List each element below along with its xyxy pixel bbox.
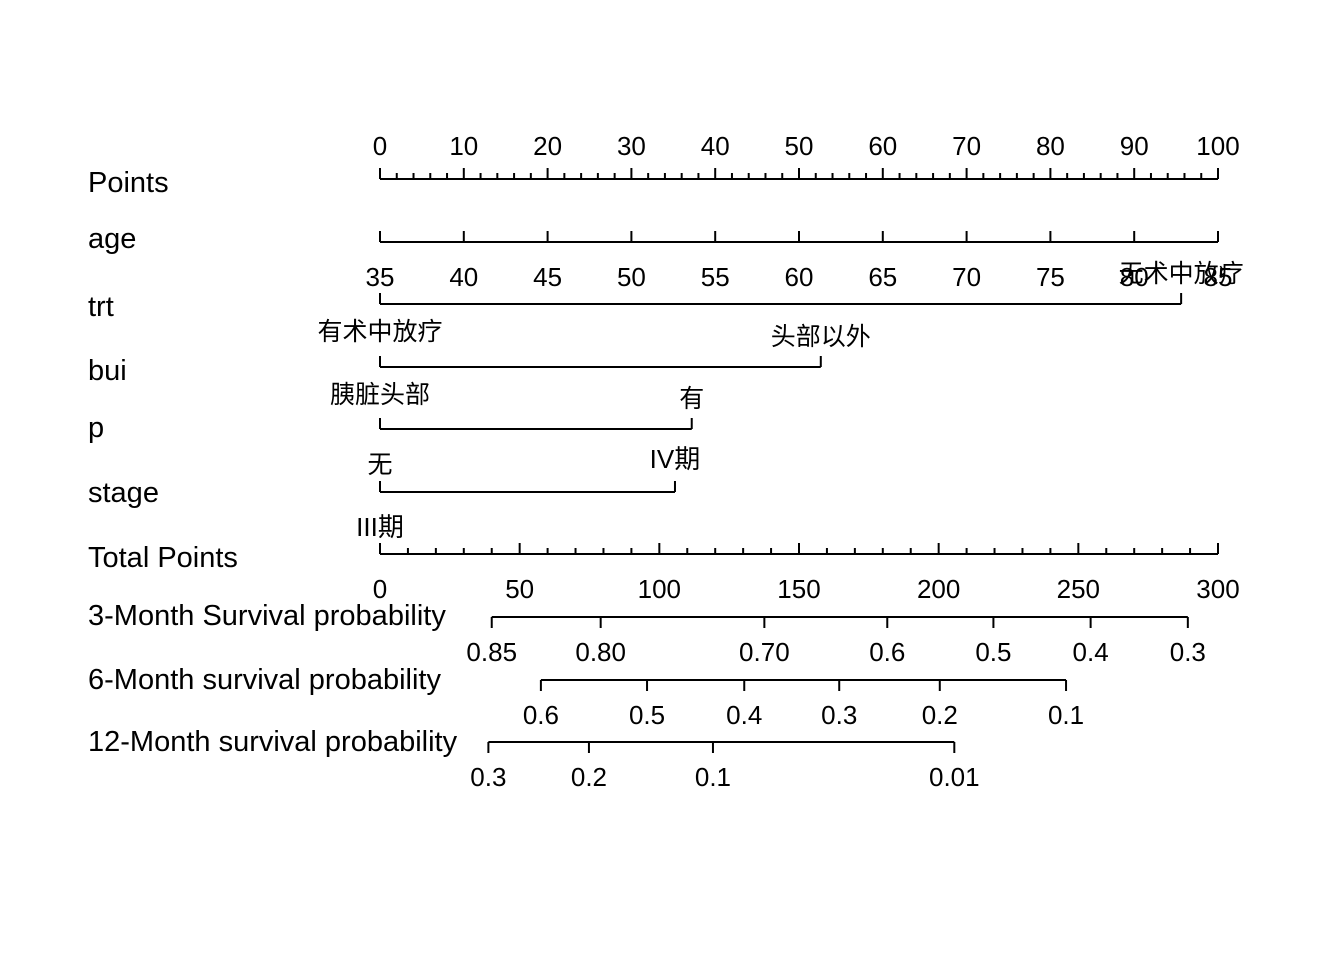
tick-label-6-month-survival-probability-5: 0.1 — [1048, 700, 1084, 730]
tick-label-3-month-survival-probability-1: 0.80 — [575, 637, 626, 667]
tick-label-3-month-survival-probability-2: 0.70 — [739, 637, 790, 667]
tick-label-age: 50 — [617, 262, 646, 292]
tick-label-12-month-survival-probability-1: 0.2 — [571, 762, 607, 792]
tick-label-age: 40 — [449, 262, 478, 292]
tick-label-12-month-survival-probability-0: 0.3 — [470, 762, 506, 792]
tick-label-points: 50 — [785, 131, 814, 161]
tick-label-age: 75 — [1036, 262, 1065, 292]
tick-label-points: 100 — [1196, 131, 1239, 161]
tick-label-points: 30 — [617, 131, 646, 161]
tick-label-12-month-survival-probability-2: 0.1 — [695, 762, 731, 792]
tick-label-points: 70 — [952, 131, 981, 161]
tick-label-total-points: 200 — [917, 574, 960, 604]
tick-label-total-points: 300 — [1196, 574, 1239, 604]
tick-label-3-month-survival-probability-5: 0.4 — [1073, 637, 1109, 667]
tick-label-6-month-survival-probability-4: 0.2 — [922, 700, 958, 730]
level-label-trt-0: 有术中放疗 — [317, 317, 442, 346]
tick-label-3-month-survival-probability-4: 0.5 — [975, 637, 1011, 667]
row-label-trt: trt — [88, 291, 114, 323]
tick-label-3-month-survival-probability-0: 0.85 — [466, 637, 517, 667]
tick-label-6-month-survival-probability-0: 0.6 — [523, 700, 559, 730]
tick-label-12-month-survival-probability-3: 0.01 — [929, 762, 980, 792]
row-label-age: age — [88, 223, 136, 255]
tick-label-points: 60 — [868, 131, 897, 161]
row-label-bui: bui — [88, 355, 127, 387]
tick-label-total-points: 150 — [777, 574, 820, 604]
level-label-bui-1: 头部以外 — [771, 322, 871, 351]
level-label-stage-1: IV期 — [650, 444, 701, 474]
tick-label-age: 65 — [868, 262, 897, 292]
tick-label-points: 0 — [373, 131, 387, 161]
row-label-12-month-survival-probability: 12-Month survival probability — [88, 726, 458, 758]
tick-label-points: 80 — [1036, 131, 1065, 161]
row-label-p: p — [88, 412, 104, 444]
tick-label-6-month-survival-probability-1: 0.5 — [629, 700, 665, 730]
row-label-total-points: Total Points — [88, 542, 238, 574]
row-label-6-month-survival-probability: 6-Month survival probability — [88, 664, 441, 696]
tick-label-total-points: 50 — [505, 574, 534, 604]
level-label-trt-1: 无术中放疗 — [1119, 259, 1244, 288]
tick-label-points: 90 — [1120, 131, 1149, 161]
tick-label-age: 35 — [366, 262, 395, 292]
tick-label-6-month-survival-probability-3: 0.3 — [821, 700, 857, 730]
tick-label-age: 60 — [785, 262, 814, 292]
level-label-p-0: 无 — [367, 450, 392, 479]
level-label-stage-0: III期 — [356, 512, 404, 542]
tick-label-age: 45 — [533, 262, 562, 292]
tick-label-age: 80 — [1120, 262, 1149, 292]
tick-label-age: 85 — [1204, 262, 1233, 292]
tick-label-total-points: 100 — [638, 574, 681, 604]
tick-label-3-month-survival-probability-3: 0.6 — [869, 637, 905, 667]
tick-label-age: 55 — [701, 262, 730, 292]
tick-label-points: 40 — [701, 131, 730, 161]
tick-label-points: 20 — [533, 131, 562, 161]
tick-label-3-month-survival-probability-6: 0.3 — [1170, 637, 1206, 667]
tick-label-total-points: 0 — [373, 574, 387, 604]
tick-label-age: 70 — [952, 262, 981, 292]
level-label-bui-0: 胰脏头部 — [330, 380, 430, 409]
row-label-points: Points — [88, 167, 169, 199]
tick-label-points: 10 — [449, 131, 478, 161]
row-label-stage: stage — [88, 477, 159, 509]
level-label-p-1: 有 — [679, 384, 704, 413]
row-label-3-month-survival-probability: 3-Month Survival probability — [88, 600, 446, 632]
tick-label-6-month-survival-probability-2: 0.4 — [726, 700, 762, 730]
tick-label-total-points: 250 — [1057, 574, 1100, 604]
